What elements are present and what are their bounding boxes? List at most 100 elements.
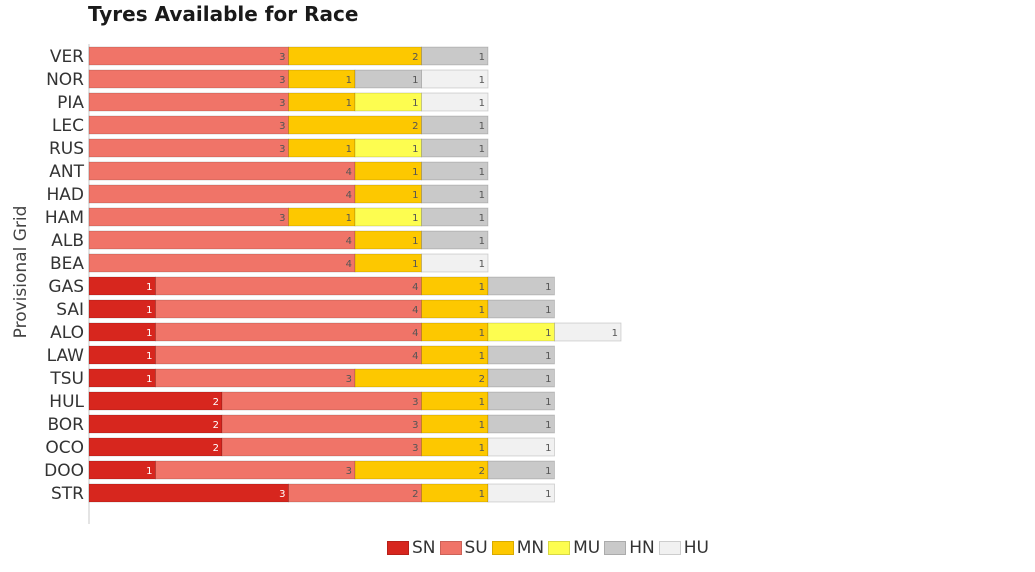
bar-gas-hn bbox=[487, 276, 555, 296]
bar-rus-su bbox=[88, 138, 289, 158]
data-label-tsu-sn: 1 bbox=[146, 374, 152, 385]
data-label-doo-su: 3 bbox=[346, 466, 352, 477]
data-label-hul-hn: 1 bbox=[545, 397, 551, 408]
bar-ver-su bbox=[88, 46, 289, 66]
data-label-gas-sn: 1 bbox=[146, 282, 152, 293]
bar-pia-hu bbox=[421, 92, 489, 112]
tick-label-tsu: TSU bbox=[49, 369, 84, 389]
data-label-hul-sn: 2 bbox=[213, 397, 219, 408]
bar-hul-sn bbox=[88, 391, 223, 411]
data-label-oco-mn: 1 bbox=[479, 443, 485, 454]
legend-label-hn: HN bbox=[629, 538, 655, 558]
data-label-nor-hn: 1 bbox=[412, 75, 418, 86]
bar-hul-hn bbox=[487, 391, 555, 411]
data-label-ham-su: 3 bbox=[279, 213, 285, 224]
legend-label-mn: MN bbox=[516, 538, 545, 558]
bar-bor-sn bbox=[88, 414, 223, 434]
data-label-ham-mn: 1 bbox=[346, 213, 352, 224]
data-label-nor-hu: 1 bbox=[479, 75, 485, 86]
data-label-lec-su: 3 bbox=[279, 121, 285, 132]
data-label-rus-mn: 1 bbox=[346, 144, 352, 155]
bar-str-sn bbox=[88, 483, 289, 503]
bar-doo-mn bbox=[354, 460, 489, 480]
bar-pia-su bbox=[88, 92, 289, 112]
bar-bor-hn bbox=[487, 414, 555, 434]
bar-law-hn bbox=[487, 345, 555, 365]
tick-label-law: LAW bbox=[47, 346, 85, 366]
data-label-law-sn: 1 bbox=[146, 351, 152, 362]
tick-label-alb: ALB bbox=[51, 231, 84, 251]
bar-nor-hu bbox=[421, 69, 489, 89]
data-label-had-mn: 1 bbox=[412, 190, 418, 201]
bar-hul-su bbox=[221, 391, 422, 411]
data-label-had-su: 4 bbox=[346, 190, 352, 201]
data-label-ver-hn: 1 bbox=[479, 52, 485, 63]
bars-group: 3 2 1 3 1 1 1 3 1 1 1 3 2 1 3 1 1 1 4 1 1 4 1 1 3 1 1 1 4 1 1 4 1 1 1 4 1 1 1 4… bbox=[88, 46, 622, 503]
legend-label-mu: MU bbox=[573, 538, 601, 558]
bar-tsu-hn bbox=[487, 368, 555, 388]
data-label-law-hn: 1 bbox=[545, 351, 551, 362]
data-label-law-su: 4 bbox=[412, 351, 418, 362]
bar-lec-su bbox=[88, 115, 289, 135]
bar-tsu-su bbox=[155, 368, 356, 388]
bar-rus-hn bbox=[421, 138, 489, 158]
data-label-alb-su: 4 bbox=[346, 236, 352, 247]
bar-lec-hn bbox=[421, 115, 489, 135]
data-label-sai-hn: 1 bbox=[545, 305, 551, 316]
tick-label-ant: ANT bbox=[49, 162, 84, 182]
legend-item-hu: HU bbox=[658, 538, 709, 558]
bar-doo-hn bbox=[487, 460, 555, 480]
legend-label-sn: SN bbox=[412, 538, 436, 558]
data-label-nor-mn: 1 bbox=[346, 75, 352, 86]
tick-label-hul: HUL bbox=[49, 392, 84, 412]
data-label-oco-sn: 2 bbox=[213, 443, 219, 454]
data-label-pia-mu: 1 bbox=[412, 98, 418, 109]
data-label-rus-mu: 1 bbox=[412, 144, 418, 155]
data-label-hul-mn: 1 bbox=[479, 397, 485, 408]
data-label-tsu-su: 3 bbox=[346, 374, 352, 385]
bar-oco-sn bbox=[88, 437, 223, 457]
bar-ant-su bbox=[88, 161, 356, 181]
data-label-nor-su: 3 bbox=[279, 75, 285, 86]
data-label-alo-su: 4 bbox=[412, 328, 418, 339]
data-label-alb-mn: 1 bbox=[412, 236, 418, 247]
data-label-sai-su: 4 bbox=[412, 305, 418, 316]
data-label-sai-sn: 1 bbox=[146, 305, 152, 316]
tick-label-bea: BEA bbox=[50, 254, 84, 274]
data-label-ant-hn: 1 bbox=[479, 167, 485, 178]
bar-alo-su bbox=[155, 322, 422, 342]
data-label-rus-hn: 1 bbox=[479, 144, 485, 155]
bar-ver-hn bbox=[421, 46, 489, 66]
legend-item-su: SU bbox=[439, 538, 488, 558]
data-label-str-mn: 1 bbox=[479, 489, 485, 500]
bar-ant-hn bbox=[421, 161, 489, 181]
data-label-ver-su: 3 bbox=[279, 52, 285, 63]
data-label-sai-mn: 1 bbox=[479, 305, 485, 316]
legend-swatch-hu bbox=[658, 541, 681, 555]
legend-swatch-su bbox=[439, 541, 462, 555]
data-label-pia-hu: 1 bbox=[479, 98, 485, 109]
data-label-str-su: 2 bbox=[412, 489, 418, 500]
bar-had-hn bbox=[421, 184, 489, 204]
bar-alo-hu bbox=[554, 322, 622, 342]
bar-str-hu bbox=[487, 483, 555, 503]
tick-label-sai: SAI bbox=[56, 300, 84, 320]
data-label-rus-su: 3 bbox=[279, 144, 285, 155]
data-label-bor-hn: 1 bbox=[545, 420, 551, 431]
legend-swatch-mu bbox=[548, 541, 571, 555]
bar-bea-hu bbox=[421, 253, 489, 273]
bar-had-su bbox=[88, 184, 356, 204]
data-label-bor-sn: 2 bbox=[213, 420, 219, 431]
data-label-bea-hu: 1 bbox=[479, 259, 485, 270]
bar-lec-mn bbox=[288, 115, 422, 135]
tick-label-oco: OCO bbox=[45, 438, 84, 458]
legend-swatch-sn bbox=[387, 541, 409, 555]
data-label-oco-su: 3 bbox=[412, 443, 418, 454]
bar-ham-hn bbox=[421, 207, 489, 227]
data-label-law-mn: 1 bbox=[479, 351, 485, 362]
data-label-gas-mn: 1 bbox=[479, 282, 485, 293]
tick-label-nor: NOR bbox=[46, 70, 84, 90]
bar-bor-su bbox=[221, 414, 422, 434]
tick-label-bor: BOR bbox=[47, 415, 84, 435]
data-label-ant-su: 4 bbox=[346, 167, 352, 178]
